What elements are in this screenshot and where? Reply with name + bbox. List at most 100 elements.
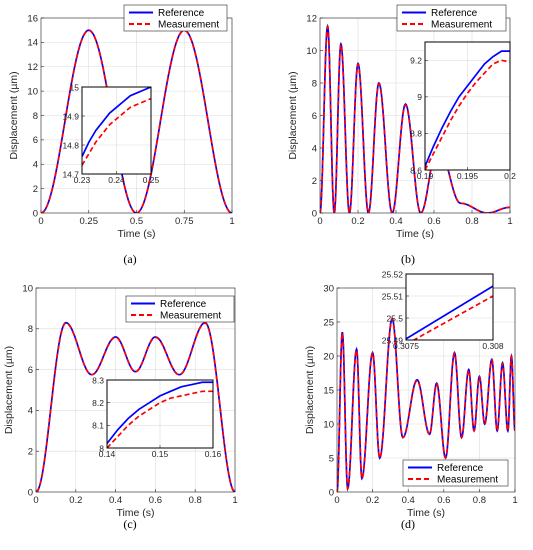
- legend-measurement-label: Measurement: [160, 311, 221, 322]
- legend-reference-label: Reference: [431, 8, 478, 19]
- y-tick-label: 25.49: [382, 335, 404, 345]
- x-tick-label: 0.308: [482, 341, 504, 351]
- measurement-line: [41, 29, 232, 213]
- x-tick-label: 0.19: [417, 171, 434, 181]
- x-tick-label: 0.2: [504, 171, 516, 181]
- x-tick-label: 0.4: [402, 495, 415, 506]
- x-tick-label: 0.8: [473, 495, 486, 506]
- legend-box: [123, 4, 228, 32]
- y-tick-label: 25.52: [382, 269, 404, 279]
- legend-measurement-label: Measurement: [431, 20, 492, 31]
- y-tick-label: 4: [312, 143, 317, 154]
- y-tick-label: 0: [28, 487, 33, 498]
- y-axis-label: Displacement (µm): [287, 71, 299, 159]
- y-tick-label: 2: [33, 184, 38, 195]
- y-axis-label: Displacement (µm): [8, 71, 20, 159]
- x-tick-label: 0.8: [189, 495, 202, 506]
- inset-measurement-line: [425, 59, 510, 170]
- y-axis-label: Displacement (µm): [3, 346, 15, 434]
- y-tick-label: 14.7: [62, 169, 79, 179]
- plot-frame: [35, 287, 236, 493]
- x-axis-label: Time (s): [396, 228, 434, 240]
- y-tick-label: 10: [22, 283, 33, 294]
- measurement-line: [320, 24, 510, 213]
- x-axis-label: Time (s): [116, 507, 154, 519]
- y-tick-label: 8.2: [92, 398, 104, 408]
- y-tick-label: 9.2: [410, 56, 422, 66]
- x-axis-label: Time (s): [117, 228, 155, 240]
- x-tick-label: 0.5: [130, 216, 143, 227]
- y-tick-label: 8: [28, 324, 33, 335]
- inset-reference-line: [107, 381, 213, 444]
- y-tick-label: 20: [323, 351, 334, 362]
- x-tick-label: 0.75: [175, 216, 194, 227]
- y-tick-label: 8: [33, 111, 38, 122]
- y-tick-label: 8.6: [410, 165, 422, 175]
- y-tick-label: 25.51: [382, 291, 404, 301]
- y-tick-label: 14: [27, 38, 38, 49]
- y-tick-label: 2: [312, 176, 317, 187]
- y-tick-label: 16: [27, 13, 38, 24]
- legend-reference-label: Reference: [158, 8, 205, 19]
- y-axis-label: Displacement (µm): [304, 346, 316, 434]
- x-tick-label: 0: [317, 216, 322, 227]
- y-tick-label: 4: [33, 160, 38, 171]
- y-tick-label: 25.5: [386, 313, 403, 323]
- x-tick-label: 0.3075: [393, 341, 419, 351]
- y-tick-label: 5: [329, 453, 334, 464]
- panel-label: (b): [401, 252, 415, 266]
- x-tick-label: 0.25: [143, 175, 160, 185]
- inset-frame: [424, 41, 511, 171]
- legend-box: [396, 4, 507, 32]
- x-tick-label: 0.6: [437, 495, 450, 506]
- inset-frame: [405, 273, 494, 341]
- x-tick-label: 0.16: [205, 449, 222, 459]
- y-tick-label: 14.8: [62, 140, 79, 150]
- y-tick-label: 6: [312, 111, 317, 122]
- x-tick-label: 1: [512, 495, 517, 506]
- inset-measurement-line: [412, 295, 493, 340]
- y-tick-label: 15: [70, 82, 80, 92]
- x-tick-label: 0.8: [465, 216, 478, 227]
- inset-reference-line: [425, 50, 510, 167]
- x-axis-label: Time (s): [407, 507, 445, 519]
- y-tick-label: 4: [28, 406, 33, 417]
- panel-label: (d): [401, 517, 415, 531]
- y-tick-label: 30: [323, 283, 334, 294]
- x-tick-label: 1: [232, 495, 237, 506]
- legend-reference-label: Reference: [160, 299, 207, 310]
- y-tick-label: 2: [28, 447, 33, 458]
- y-tick-label: 8.1: [92, 421, 104, 431]
- x-tick-label: 0.14: [99, 449, 116, 459]
- measurement-line: [337, 317, 515, 492]
- legend-box: [402, 459, 509, 487]
- x-tick-label: 0: [38, 216, 43, 227]
- legend-measurement-label: Measurement: [437, 475, 498, 486]
- y-tick-label: 0: [312, 208, 317, 219]
- y-tick-label: 14.9: [62, 111, 79, 121]
- y-tick-label: 12: [306, 13, 317, 24]
- inset-measurement-line: [107, 390, 213, 448]
- inset-measurement-line: [82, 97, 151, 166]
- inset-plot: 0.14 0.15 0.16 8 8.1 8.2 8.3: [92, 375, 221, 459]
- legend-reference-label: Reference: [437, 463, 484, 474]
- y-tick-label: 15: [323, 385, 334, 396]
- y-tick-label: 10: [306, 46, 317, 57]
- inset-plot: 0.23 0.24 0.25 14.7 14.8 14.9 15: [62, 82, 159, 185]
- panel-label: (a): [123, 252, 136, 266]
- y-tick-label: 8: [99, 443, 104, 453]
- x-tick-label: 0.4: [389, 216, 402, 227]
- x-tick-label: 0.15: [152, 449, 169, 459]
- inset-plot: 0.19 0.195 0.2 8.6 8.8 9 9.2: [410, 41, 516, 181]
- x-tick-label: 0.2: [69, 495, 82, 506]
- x-tick-label: 0.23: [74, 175, 91, 185]
- y-tick-label: 0: [329, 487, 334, 498]
- legend-measurement-label: Measurement: [158, 20, 219, 31]
- legend-box: [125, 295, 235, 323]
